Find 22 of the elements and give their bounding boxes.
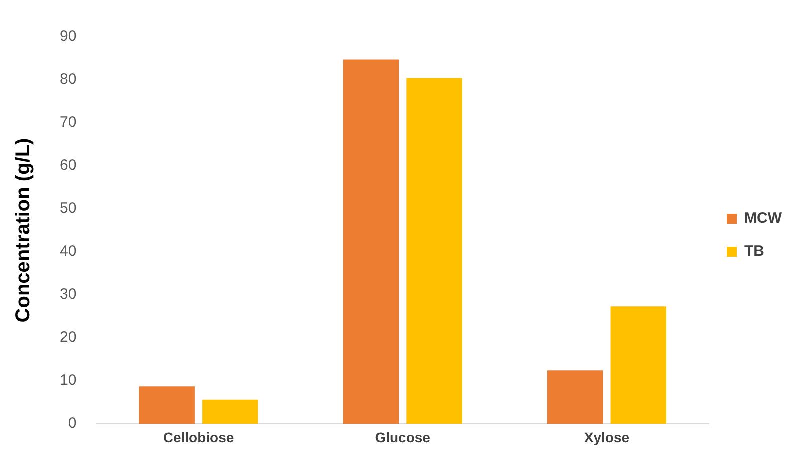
legend-label: TB <box>744 243 765 260</box>
legend-label: MCW <box>744 210 783 228</box>
y-tick-label: 20 <box>60 329 77 346</box>
x-tick-label: Cellobiose <box>163 429 234 446</box>
bar <box>139 386 195 424</box>
y-tick-label: 80 <box>60 71 77 88</box>
x-tick-label: Xylose <box>584 429 630 446</box>
bar <box>202 400 258 424</box>
bar <box>343 60 400 424</box>
y-tick-label: 60 <box>60 157 77 174</box>
y-tick-label: 0 <box>68 415 77 432</box>
bar <box>610 306 666 424</box>
x-tick-label: Glucose <box>375 429 431 446</box>
bar <box>547 370 604 424</box>
bar <box>406 78 462 424</box>
y-tick-label: 10 <box>60 372 77 390</box>
y-tick-label: 30 <box>60 286 77 304</box>
y-tick-label: 90 <box>60 28 77 46</box>
y-tick-label: 50 <box>60 200 77 218</box>
y-tick-label: 70 <box>60 114 77 132</box>
y-axis-title: Concentration (g/L) <box>12 138 35 323</box>
y-tick-label: 40 <box>60 243 77 260</box>
